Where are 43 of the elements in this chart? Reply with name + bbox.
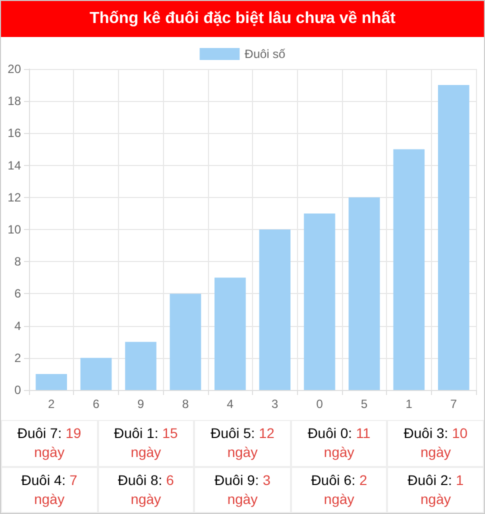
x-tick-label: 6 — [92, 397, 100, 411]
y-tick-label: 16 — [8, 126, 22, 140]
text: Đuôi 2: 1 ngày — [408, 472, 464, 509]
text: Đuôi 3: 10 ngày — [404, 425, 468, 462]
x-tick-label: 2 — [48, 397, 56, 411]
bar — [36, 374, 67, 390]
text: Đuôi 5: 12 ngày — [210, 425, 274, 462]
y-tick-label: 20 — [8, 62, 22, 76]
x-tick-label: 8 — [182, 397, 190, 411]
text: Đuôi 7: 19 ngày — [17, 425, 82, 462]
y-tick-label: 14 — [8, 158, 22, 172]
x-tick-label: 5 — [360, 397, 368, 411]
x-tick-label: 1 — [406, 397, 413, 411]
text: Đuôi 8: 6 ngày — [118, 472, 174, 509]
bar — [259, 230, 290, 390]
x-tick-label: 9 — [137, 397, 144, 411]
y-tick-label: 6 — [14, 286, 22, 301]
y-tick-label: 4 — [14, 318, 22, 333]
bar — [304, 213, 336, 390]
chart-title: Thống kê đuôi đặc biệt lâu chưa về nhất — [1, 1, 484, 37]
legend-label: Đuôi số — [244, 47, 286, 61]
bar — [438, 85, 470, 390]
y-tick-label: 10 — [8, 222, 22, 236]
bar — [80, 358, 112, 390]
text: Đuôi 6: 2 ngày — [311, 472, 368, 509]
x-tick-label: 3 — [272, 397, 279, 411]
y-tick-label: 8 — [14, 254, 22, 269]
text: Đuôi 9: 3 ngày — [214, 472, 271, 509]
text: Đuôi 1: 15 ngày — [114, 425, 178, 462]
bar — [214, 278, 246, 390]
x-tick-label: 4 — [226, 397, 234, 411]
bar — [348, 197, 380, 390]
y-tick-label: 12 — [8, 190, 22, 204]
bar — [170, 294, 202, 390]
x-tick-label: 7 — [450, 397, 458, 411]
y-tick-label: 18 — [8, 94, 22, 108]
bar — [125, 342, 156, 390]
x-tick-label: 0 — [316, 397, 324, 411]
bar — [393, 149, 425, 390]
y-tick-label: 0 — [14, 383, 22, 397]
text: Đuôi 4: 7 ngày — [21, 472, 78, 509]
y-tick-label: 2 — [14, 350, 22, 365]
text: Đuôi 0: 11 ngày — [308, 425, 370, 462]
